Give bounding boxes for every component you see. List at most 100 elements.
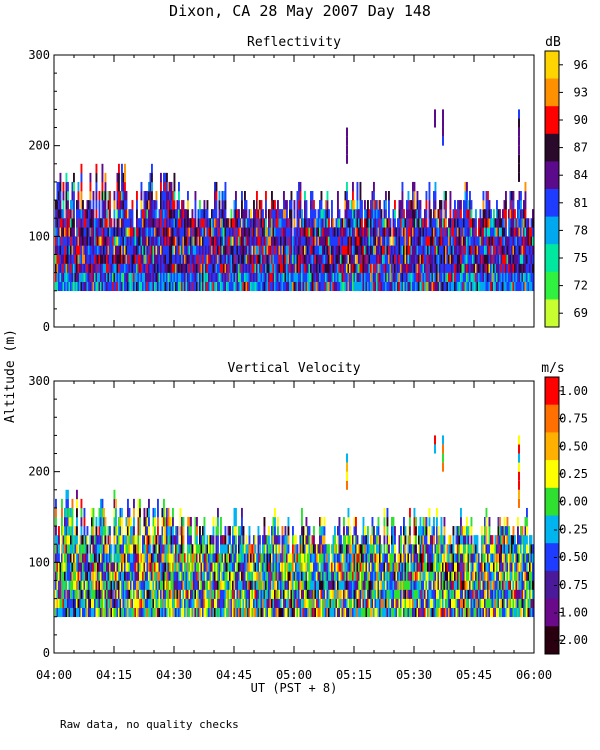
reflectivity-cell — [275, 245, 278, 255]
vertical-velocity-cell — [217, 535, 219, 545]
reflectivity-cell — [79, 209, 81, 219]
reflectivity-cell — [274, 245, 276, 255]
reflectivity-cell — [224, 263, 227, 273]
vertical-velocity-cell — [208, 535, 210, 545]
reflectivity-cell — [373, 236, 375, 246]
reflectivity-cell — [155, 263, 158, 273]
reflectivity-cell — [527, 227, 530, 237]
reflectivity-cell — [292, 245, 294, 255]
reflectivity-cell — [190, 218, 192, 228]
reflectivity-cell — [233, 272, 236, 282]
vertical-velocity-cell — [217, 598, 219, 608]
vertical-velocity-cell — [134, 544, 137, 554]
reflectivity-cell — [518, 281, 521, 292]
vertical-velocity-cell — [232, 544, 234, 554]
reflectivity-cell — [416, 281, 419, 292]
vertical-velocity-cell — [251, 544, 254, 554]
reflectivity-cell — [461, 272, 464, 282]
vertical-velocity-cell — [313, 571, 315, 581]
reflectivity-cell — [92, 200, 95, 210]
reflectivity-cell — [490, 272, 492, 282]
reflectivity-cell — [188, 236, 191, 246]
reflectivity-cell — [140, 218, 143, 228]
reflectivity-cell — [239, 263, 242, 273]
reflectivity-cell — [167, 218, 170, 228]
reflectivity-cell — [311, 281, 314, 292]
reflectivity-cell — [109, 254, 111, 264]
vertical-velocity-cell — [313, 589, 315, 599]
vertical-velocity-cell — [200, 607, 203, 618]
reflectivity-cell — [256, 236, 258, 246]
reflectivity-cell — [121, 200, 123, 210]
reflectivity-cell — [412, 263, 414, 273]
reflectivity-cell — [142, 281, 144, 292]
vertical-velocity-cell — [232, 526, 234, 536]
reflectivity-cell — [260, 209, 263, 219]
reflectivity-cell — [364, 263, 366, 273]
reflectivity-cell — [164, 209, 167, 219]
vertical-velocity-cell — [278, 571, 281, 581]
reflectivity-cell — [428, 218, 431, 228]
reflectivity-cell — [347, 272, 350, 282]
reflectivity-cell — [337, 272, 339, 282]
vertical-velocity-cell — [292, 589, 294, 599]
reflectivity-cell — [145, 254, 147, 264]
reflectivity-cell — [482, 245, 485, 255]
vertical-velocity-cell — [203, 535, 206, 545]
reflectivity-cell — [154, 245, 156, 255]
vertical-velocity-cell — [172, 607, 174, 618]
vertical-velocity-cell — [182, 571, 185, 581]
reflectivity-cell — [166, 272, 168, 282]
reflectivity-cell — [527, 218, 530, 228]
reflectivity-cell — [296, 263, 299, 273]
reflectivity-cell — [398, 263, 401, 273]
vertical-velocity-cell — [223, 553, 225, 563]
reflectivity-cell — [80, 227, 83, 237]
vertical-velocity-cell — [104, 544, 107, 554]
reflectivity-cell — [211, 281, 213, 292]
reflectivity-cell — [200, 236, 203, 246]
reflectivity-cell — [175, 281, 177, 292]
vertical-velocity-cell — [128, 598, 131, 608]
reflectivity-cell — [485, 191, 488, 201]
vertical-velocity-cell — [311, 589, 314, 599]
vertical-velocity-cell — [227, 571, 230, 581]
reflectivity-colorbar-label: 81 — [574, 196, 588, 210]
reflectivity-cell — [304, 245, 306, 255]
vertical-velocity-cell — [113, 489, 116, 500]
reflectivity-cell — [67, 181, 69, 192]
reflectivity-cell — [109, 191, 111, 201]
reflectivity-cell — [137, 263, 140, 273]
reflectivity-cell — [523, 227, 525, 237]
reflectivity-cell — [281, 227, 284, 237]
reflectivity-cell — [238, 209, 240, 219]
reflectivity-cell — [64, 263, 66, 273]
vertical-velocity-cell — [310, 571, 312, 581]
reflectivity-cell — [229, 218, 231, 228]
reflectivity-cell — [118, 272, 120, 282]
reflectivity-cell — [157, 245, 159, 255]
reflectivity-cell — [410, 209, 413, 219]
reflectivity-cell — [302, 272, 305, 282]
reflectivity-cell — [406, 236, 408, 246]
vertical-velocity-cell — [73, 589, 75, 599]
reflectivity-cell — [232, 263, 234, 273]
vertical-velocity-cell — [233, 607, 236, 618]
reflectivity-cell — [473, 218, 476, 228]
vertical-velocity-cell — [86, 589, 89, 599]
vertical-velocity-cell — [142, 607, 144, 618]
reflectivity-cell — [232, 227, 234, 237]
reflectivity-cell — [182, 245, 185, 255]
reflectivity-cell — [299, 272, 302, 282]
vertical-velocity-cell — [127, 598, 129, 608]
reflectivity-cell — [310, 281, 312, 292]
reflectivity-cell — [334, 254, 336, 264]
vertical-velocity-cell — [148, 507, 150, 518]
vertical-velocity-cell — [184, 580, 186, 590]
reflectivity-cell — [163, 191, 165, 201]
reflectivity-cell — [211, 245, 213, 255]
reflectivity-cell — [377, 227, 380, 237]
reflectivity-cell — [148, 245, 150, 255]
reflectivity-cell — [440, 254, 443, 264]
vertical-velocity-cell — [307, 544, 309, 554]
